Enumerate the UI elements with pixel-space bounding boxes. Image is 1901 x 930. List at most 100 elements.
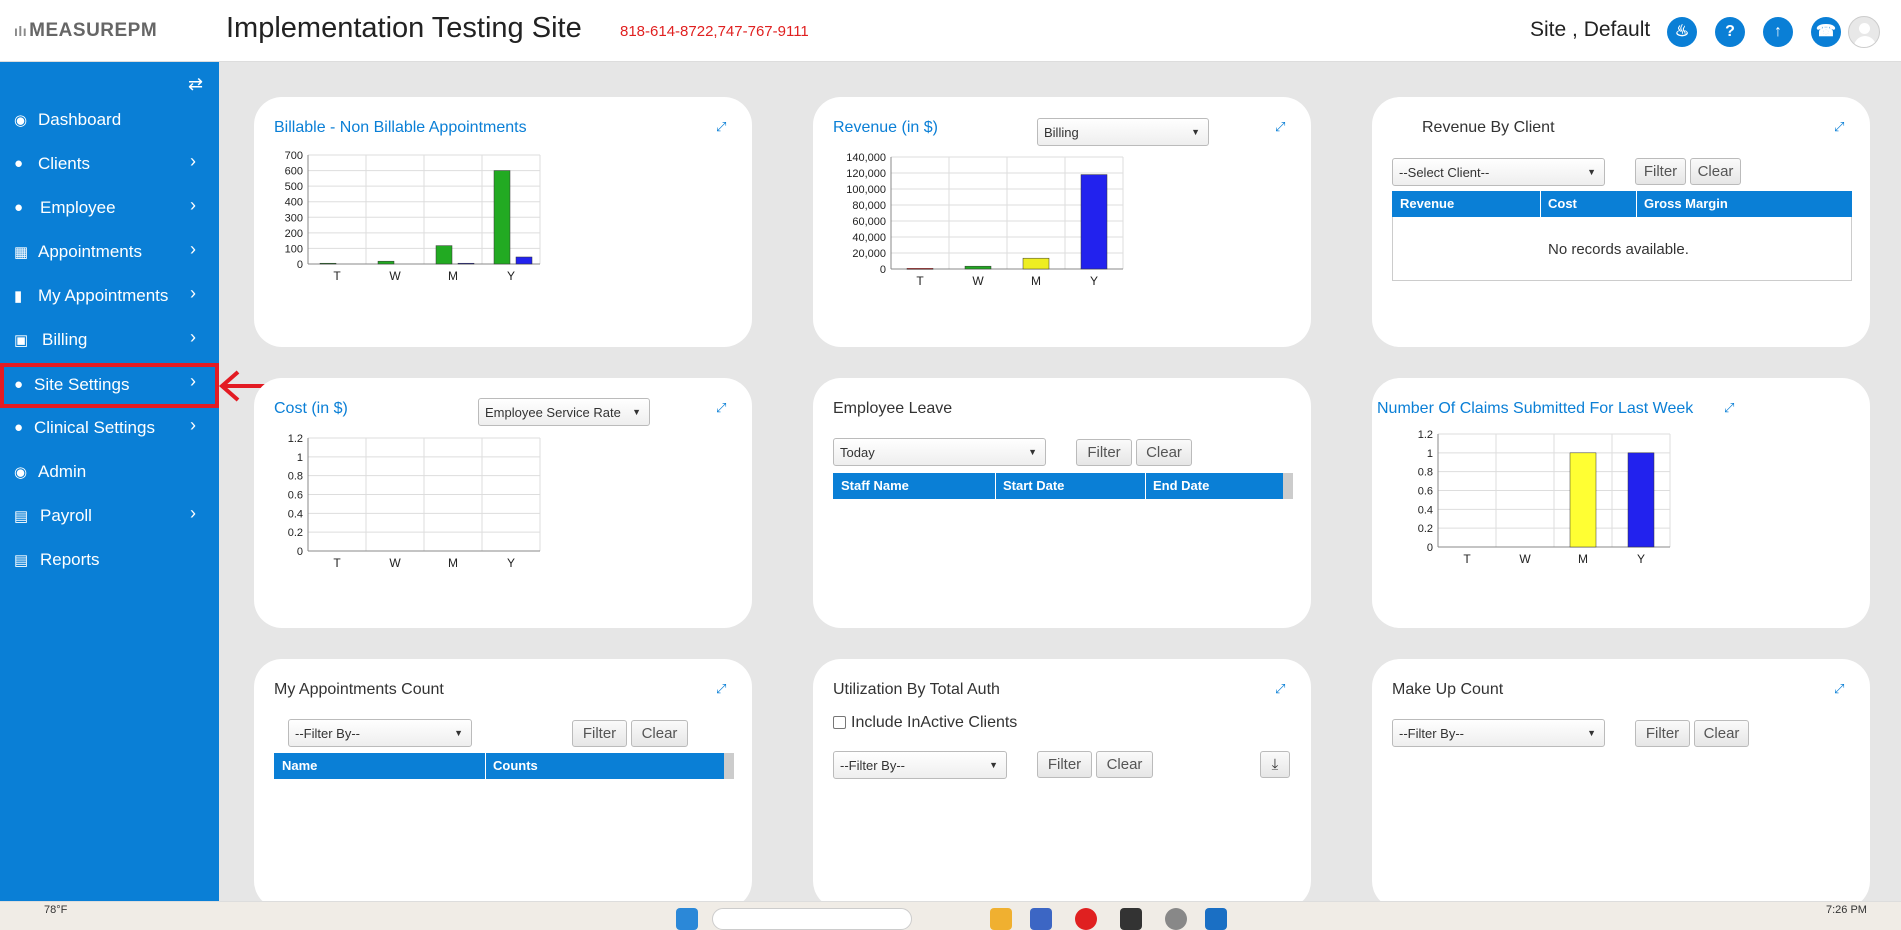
x-tick-label: T (916, 274, 924, 288)
clock-time: 7:26 PM (1826, 904, 1867, 916)
help-icon[interactable]: ? (1715, 17, 1745, 47)
calendar-icon: ▦ (14, 244, 29, 261)
clear-button[interactable]: Clear (1096, 751, 1153, 778)
x-tick-label: M (1031, 274, 1041, 288)
filter-button[interactable]: Filter (572, 720, 627, 747)
user-name: Site , Default (1530, 18, 1651, 41)
sidebar-toggle-icon[interactable]: ⇄ (188, 74, 204, 94)
filter-button[interactable]: Filter (1635, 158, 1686, 185)
chrome-icon[interactable] (1075, 908, 1097, 930)
teams-icon[interactable] (1030, 908, 1052, 930)
filter-by-select[interactable]: --Filter By-- ▼ (288, 719, 472, 747)
sidebar-item-admin[interactable]: ◉ Admin (14, 462, 87, 481)
chevron-right-icon: › (190, 283, 196, 303)
sidebar-item-billing[interactable]: ▣ Billing › (14, 327, 196, 349)
sidebar-item-appointments[interactable]: ▦ Appointments › (14, 239, 196, 261)
x-tick-label: Y (1637, 552, 1645, 566)
expand-icon[interactable]: ⤢ (1275, 119, 1286, 134)
grid-header: Staff Name Start Date End Date (833, 473, 1293, 499)
grid-header: Revenue Cost Gross Margin (1392, 191, 1852, 217)
filter-by-select[interactable]: --Filter By-- ▼ (1392, 719, 1605, 747)
measurepm-logo[interactable]: ılı MEASUREPM (14, 20, 158, 41)
y-tick-label: 60,000 (852, 216, 886, 228)
sidebar-item-site-settings[interactable]: ● Site Settings › (0, 363, 219, 408)
users-icon: ● (14, 199, 24, 216)
x-tick-label: W (1519, 552, 1531, 566)
y-tick-label: 100 (285, 243, 303, 255)
download-icon[interactable]: ⤓ (1260, 751, 1290, 778)
clear-button[interactable]: Clear (631, 720, 688, 747)
phone-icon[interactable]: ☎ (1811, 17, 1841, 47)
settings-icon[interactable] (1165, 908, 1187, 930)
chevron-right-icon: › (190, 195, 196, 215)
x-tick-label: M (1578, 552, 1588, 566)
bar (319, 262, 337, 265)
sidebar-item-payroll[interactable]: ▤ Payroll › (14, 503, 196, 525)
card-revenue-by-client: Revenue By Client ⤢ --Select Client-- ▼ F… (1372, 97, 1870, 347)
expand-icon[interactable]: ⤢ (1275, 681, 1286, 696)
os-taskbar: 78°F 7:26 PM (0, 901, 1901, 930)
grid-header: Name Counts (274, 753, 734, 779)
include-inactive-checkbox[interactable] (833, 716, 846, 729)
x-tick-label: T (333, 556, 341, 570)
clear-button[interactable]: Clear (1690, 158, 1741, 185)
clear-button[interactable]: Clear (1136, 439, 1192, 466)
y-tick-label: 80,000 (852, 200, 886, 212)
expand-icon[interactable]: ⤢ (1834, 681, 1845, 696)
sidebar-item-my-appointments[interactable]: ▮ My Appointments › (14, 283, 196, 305)
filter-button[interactable]: Filter (1635, 720, 1690, 747)
x-tick-label: M (448, 556, 458, 570)
sidebar-item-clients[interactable]: ● Clients › (14, 151, 196, 173)
card-title: My Appointments Count (274, 681, 444, 698)
expand-icon[interactable]: ⤢ (1724, 400, 1735, 415)
y-tick-label: 100,000 (846, 184, 886, 196)
x-tick-label: W (972, 274, 984, 288)
terminal-icon[interactable] (1120, 908, 1142, 930)
y-tick-label: 0 (297, 546, 303, 558)
filter-button[interactable]: Filter (1076, 439, 1132, 466)
sidebar-item-reports[interactable]: ▤ Reports (14, 550, 100, 569)
credit-card-icon: ▤ (14, 552, 29, 569)
filter-button[interactable]: Filter (1037, 751, 1092, 778)
expand-icon[interactable]: ⤢ (1834, 119, 1845, 134)
expand-icon[interactable]: ⤢ (716, 400, 727, 415)
filter-by-select[interactable]: --Filter By-- ▼ (833, 751, 1007, 779)
card-title: Number Of Claims Submitted For Last Week (1377, 400, 1694, 417)
avatar[interactable] (1848, 16, 1880, 48)
card-utilization: Utilization By Total Auth ⤢ Include InAc… (813, 659, 1311, 909)
top-header: ılı MEASUREPM Implementation Testing Site… (0, 0, 1901, 62)
bell-icon[interactable]: ♨ (1667, 17, 1697, 47)
revenue-type-select[interactable]: Billing ▼ (1037, 118, 1209, 146)
expand-icon[interactable]: ⤢ (716, 681, 727, 696)
card-billable-appointments: Billable - Non Billable Appointments ⤢ 0… (254, 97, 752, 347)
y-tick-label: 200 (285, 228, 303, 240)
sidebar-item-dashboard[interactable]: ◉ Dashboard (14, 110, 122, 129)
y-tick-label: 300 (285, 212, 303, 224)
bar (457, 262, 475, 265)
search-bar[interactable] (712, 908, 912, 930)
upload-icon[interactable]: ↑ (1763, 17, 1793, 47)
file-explorer-icon[interactable] (990, 908, 1012, 930)
y-tick-label: 0.4 (288, 508, 303, 520)
red-arrow-annotation (218, 370, 266, 402)
start-icon[interactable] (676, 908, 698, 930)
sidebar: ⇄ (0, 62, 219, 901)
chevron-down-icon: ▼ (632, 407, 641, 417)
sidebar-item-employee[interactable]: ● Employee › (14, 195, 196, 217)
x-tick-label: Y (1090, 274, 1098, 288)
y-tick-label: 0.4 (1418, 504, 1433, 516)
card-title: Make Up Count (1392, 681, 1504, 698)
y-tick-label: 0.6 (288, 490, 303, 502)
clear-button[interactable]: Clear (1694, 720, 1749, 747)
sidebar-item-clinical-settings[interactable]: ● Clinical Settings › (14, 415, 196, 437)
cost-rate-select[interactable]: Employee Service Rate ▼ (478, 398, 650, 426)
client-select[interactable]: --Select Client-- ▼ (1392, 158, 1605, 186)
expand-icon[interactable]: ⤢ (716, 119, 727, 134)
y-tick-label: 0 (297, 259, 303, 271)
chevron-down-icon: ▼ (1587, 728, 1596, 738)
y-tick-label: 1.2 (288, 433, 303, 445)
app-icon[interactable] (1205, 908, 1227, 930)
leave-period-select[interactable]: Today ▼ (833, 438, 1046, 466)
x-tick-label: W (389, 556, 401, 570)
card-employee-leave: Employee Leave Today ▼ Filter Clear Staff… (813, 378, 1311, 628)
